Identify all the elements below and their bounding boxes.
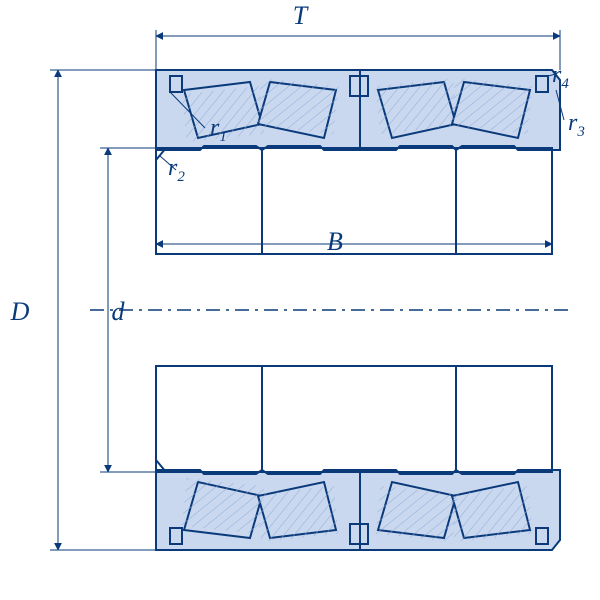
cage-top-1	[170, 76, 182, 92]
label-r3: r3	[568, 110, 585, 140]
label-D: D	[10, 297, 30, 326]
inner-ring-top	[156, 148, 552, 254]
label-d: d	[112, 297, 126, 326]
cage-top-3	[536, 76, 548, 92]
inner-ring-bot	[156, 366, 552, 472]
bearing-section-diagram: T B D d r1 r2 r3 r4	[0, 0, 600, 600]
label-r4: r4	[552, 62, 569, 92]
label-B: B	[327, 227, 343, 256]
label-T: T	[293, 1, 309, 30]
